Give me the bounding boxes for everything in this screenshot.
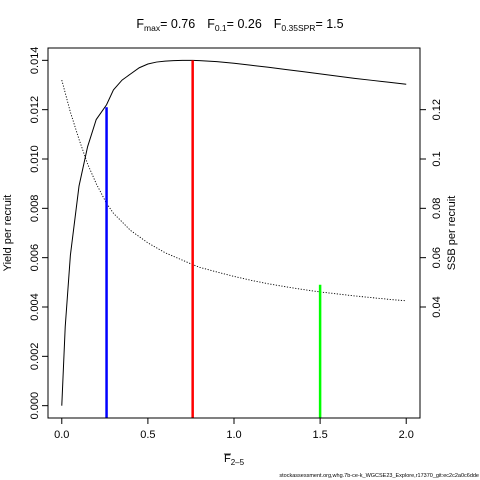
x-tick-label: 0.5 <box>140 429 155 441</box>
title-part-value: = 1.5 <box>315 17 343 31</box>
y-left-tick-label: 0.000 <box>29 392 41 420</box>
y-left-tick-label: 0.008 <box>29 195 41 223</box>
x-axis-title-subscript: 2–5 <box>231 458 245 467</box>
y-right-tick-label: 0.08 <box>431 198 443 219</box>
y-left-tick-label: 0.010 <box>29 145 41 173</box>
y-left-tick-label: 0.006 <box>29 244 41 272</box>
plot-frame <box>47 47 421 419</box>
x-tick-label: 0.0 <box>54 429 69 441</box>
footer-source-text: stockassessment.org,whg.7b-ce-k_WGCSE23_… <box>279 473 479 479</box>
title-part-value: = 0.76 <box>160 17 195 31</box>
y-left-tick-label: 0.012 <box>29 96 41 124</box>
y-left-tick-label: 0.002 <box>29 343 41 371</box>
y-right-tick-label: 0.12 <box>431 99 443 120</box>
y-axis-right: 0.04 0.06 0.08 0.1 0.12 <box>420 99 443 318</box>
x-axis-title: F2–5 <box>224 453 245 467</box>
plot-area <box>61 59 407 418</box>
x-axis: 0.0 0.5 1.0 1.5 2.0 <box>54 417 414 441</box>
x-axis-title-main: F <box>224 453 231 465</box>
title-part-subscript: 0.35SPR <box>281 23 315 33</box>
y-axis-left-title: Yield per recruit <box>2 195 14 272</box>
yield-per-recruit-line <box>61 59 407 406</box>
y-right-tick-label: 0.1 <box>431 151 443 166</box>
y-right-tick-label: 0.04 <box>431 296 443 317</box>
title-part-main: F <box>274 17 282 31</box>
chart-title: Fmax= 0.76 F0.1= 0.26 F0.35SPR= 1.5 <box>136 17 343 33</box>
title-part-main: F <box>207 17 215 31</box>
y-left-tick-label: 0.004 <box>29 293 41 321</box>
title-part-subscript: max <box>144 23 161 33</box>
y-left-tick-label: 0.014 <box>29 47 41 75</box>
title-part-value: = 0.26 <box>227 17 262 31</box>
title-part-main: F <box>136 17 144 31</box>
x-tick-label: 1.5 <box>312 429 327 441</box>
title-part-subscript: 0.1 <box>215 23 227 33</box>
y-axis-right-title: SSB per recruit <box>446 196 458 271</box>
ssb-per-recruit-line <box>61 79 407 302</box>
y-right-tick-label: 0.06 <box>431 247 443 268</box>
x-tick-label: 1.0 <box>226 429 241 441</box>
y-axis-left: 0.000 0.002 0.004 0.006 0.008 0.010 0.012 0.014 <box>29 47 48 420</box>
x-tick-label: 2.0 <box>399 429 414 441</box>
